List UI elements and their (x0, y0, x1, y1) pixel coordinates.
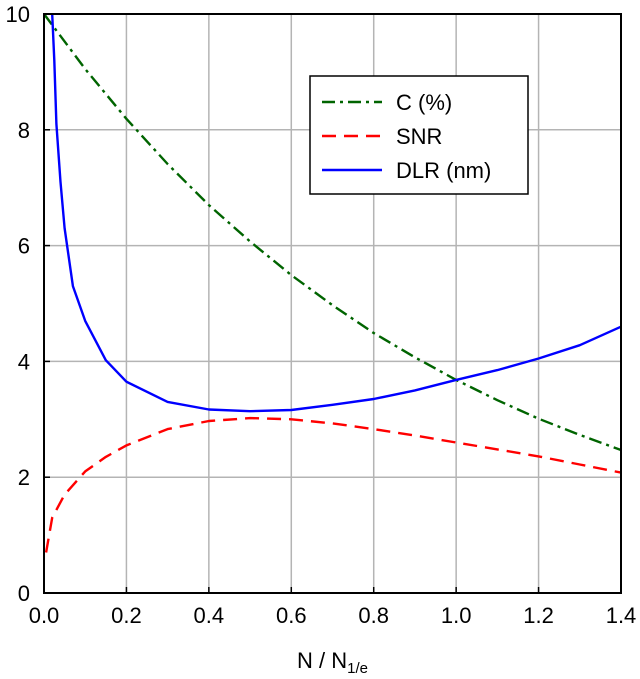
series-layer (43, 13, 622, 553)
series-line-2 (44, 416, 622, 553)
series-line-3 (51, 13, 622, 413)
x-axis-label-main: N / N (297, 648, 347, 673)
x-tick-label: 0.4 (194, 603, 225, 628)
x-tick-label: 1.2 (523, 603, 554, 628)
y-tick-label: 6 (18, 234, 30, 259)
x-axis-label-subscript: 1/e (347, 660, 368, 677)
legend-label: C (%) (396, 90, 452, 115)
x-tick-label: 0.8 (358, 603, 389, 628)
legend: C (%) SNR DLR (nm) (309, 75, 529, 195)
legend-label: SNR (396, 124, 442, 149)
y-tick-label: 8 (18, 118, 30, 143)
series-line-1 (43, 13, 622, 452)
y-tick-label: 0 (18, 581, 30, 606)
x-tick-label: 1.4 (606, 603, 637, 628)
y-tick-label: 2 (18, 465, 30, 490)
x-tick-label: 0.0 (29, 603, 60, 628)
plot-frame (43, 13, 622, 594)
x-tick-label: 1.0 (441, 603, 472, 628)
x-axis-label: N / N1/e (297, 648, 368, 677)
y-tick-label: 10 (6, 2, 30, 27)
x-tick-label: 0.6 (276, 603, 307, 628)
legend-label: DLR (nm) (396, 158, 491, 183)
x-tick-label: 0.2 (111, 603, 142, 628)
y-tick-label: 4 (18, 349, 30, 374)
axis-ticks: 0.0 0.2 0.4 0.6 0.8 1.0 1.2 1.4 0 2 4 6 8 10 (6, 2, 637, 628)
